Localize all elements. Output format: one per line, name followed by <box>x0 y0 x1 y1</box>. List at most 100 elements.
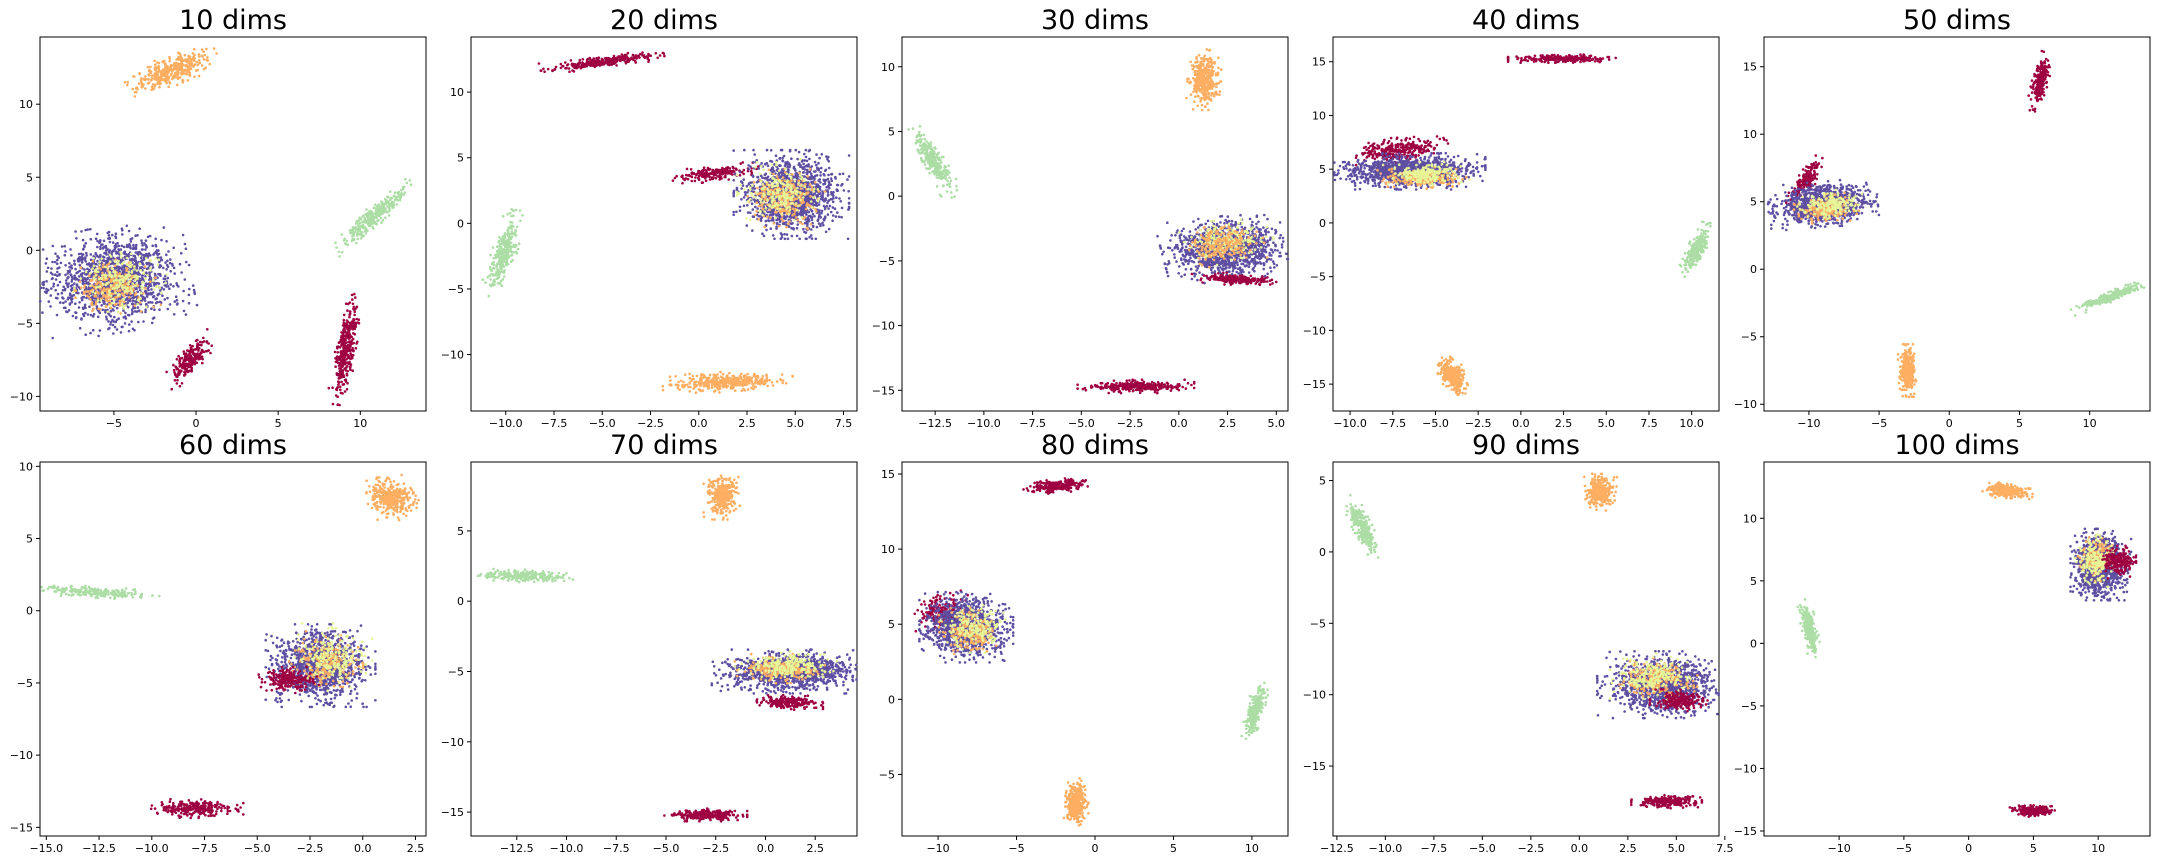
x-tick-label: 5 <box>275 417 282 430</box>
scatter-point <box>102 263 105 266</box>
scatter-point <box>165 370 168 374</box>
scatter-point <box>819 216 822 219</box>
scatter-point <box>351 369 355 373</box>
scatter-point <box>759 219 763 222</box>
scatter-point <box>119 331 123 334</box>
scatter-point <box>592 57 596 60</box>
scatter-point <box>751 174 755 177</box>
scatter-point <box>150 79 153 82</box>
scatter-point <box>745 185 749 188</box>
scatter-point <box>344 369 348 372</box>
scatter-point <box>352 325 355 329</box>
scatter-point <box>189 59 193 63</box>
scatter-point <box>741 184 745 187</box>
scatter-point <box>359 237 363 240</box>
scatter-point <box>745 224 749 227</box>
scatter-point <box>698 170 701 173</box>
scatter-point <box>781 176 785 179</box>
scatter-point <box>168 55 171 59</box>
scatter-point <box>74 267 77 271</box>
scatter-point <box>89 331 92 335</box>
scatter-point <box>795 226 799 230</box>
scatter-point <box>738 205 742 209</box>
scatter-point <box>193 292 197 296</box>
scatter-point <box>372 206 376 210</box>
scatter-point <box>84 228 87 232</box>
scatter-point <box>801 167 805 170</box>
scatter-point <box>89 237 93 241</box>
scatter-point <box>753 198 756 201</box>
scatter-point <box>794 148 798 152</box>
scatter-point <box>735 188 739 191</box>
scatter-point <box>119 312 122 315</box>
scatter-point <box>814 174 817 178</box>
scatter-point <box>739 162 742 165</box>
scatter-point <box>137 320 140 324</box>
scatter-point <box>609 58 612 61</box>
scatter-point <box>125 269 128 273</box>
scatter-point <box>80 255 84 258</box>
scatter-point <box>53 260 57 264</box>
scatter-point <box>769 159 772 163</box>
scatter-point <box>149 65 152 69</box>
scatter-point <box>63 287 67 291</box>
scatter-point <box>351 302 355 306</box>
scatter-point <box>195 361 199 365</box>
scatter-point <box>157 61 161 65</box>
scatter-point <box>109 284 113 287</box>
scatter-point <box>121 284 124 288</box>
scatter-point <box>168 261 172 265</box>
scatter-point <box>187 293 191 297</box>
scatter-point <box>85 254 88 257</box>
scatter-point <box>45 280 48 283</box>
scatter-point <box>125 266 128 270</box>
scatter-point <box>52 285 55 288</box>
scatter-point <box>370 218 373 222</box>
scatter-point <box>140 241 144 245</box>
scatter-point <box>60 245 64 248</box>
scatter-point <box>108 270 111 274</box>
scatter-point <box>106 258 110 262</box>
scatter-point <box>130 271 134 274</box>
scatter-point <box>133 268 136 271</box>
scatter-point <box>91 259 95 263</box>
scatter-point <box>112 270 115 274</box>
scatter-point <box>156 293 160 297</box>
scatter-point <box>184 358 188 362</box>
scatter-point <box>140 261 144 264</box>
scatter-point <box>86 228 89 231</box>
scatter-point <box>765 148 769 152</box>
scatter-point <box>122 300 126 304</box>
scatter-point <box>45 257 49 261</box>
scatter-point <box>169 68 172 72</box>
scatter-point <box>106 310 109 314</box>
panel-title: 10 dims <box>179 5 287 36</box>
scatter-point <box>180 72 183 76</box>
scatter-point <box>68 265 71 269</box>
plot-frame <box>39 36 427 412</box>
scatter-point <box>810 237 814 240</box>
scatter-point <box>183 278 187 281</box>
scatter-point <box>846 237 850 241</box>
scatter-point <box>46 266 50 270</box>
scatter-point <box>641 51 644 54</box>
scatter-point <box>151 263 154 267</box>
scatter-point <box>177 354 180 358</box>
scatter-point <box>384 216 387 220</box>
scatter-point <box>125 224 129 228</box>
scatter-point <box>41 283 44 286</box>
scatter-point <box>703 176 707 180</box>
scatter-point <box>70 254 73 257</box>
scatter-point <box>161 60 164 63</box>
scatter-point <box>820 211 823 215</box>
scatter-point <box>354 228 358 232</box>
scatter-point <box>375 216 378 220</box>
scatter-point <box>188 369 191 373</box>
scatter-point <box>568 70 571 73</box>
scatter-point <box>812 170 816 173</box>
scatter-point <box>335 386 339 390</box>
scatter-point <box>129 246 132 250</box>
scatter-point <box>766 164 770 168</box>
scatter-point <box>823 182 827 185</box>
scatter-point <box>101 273 104 277</box>
